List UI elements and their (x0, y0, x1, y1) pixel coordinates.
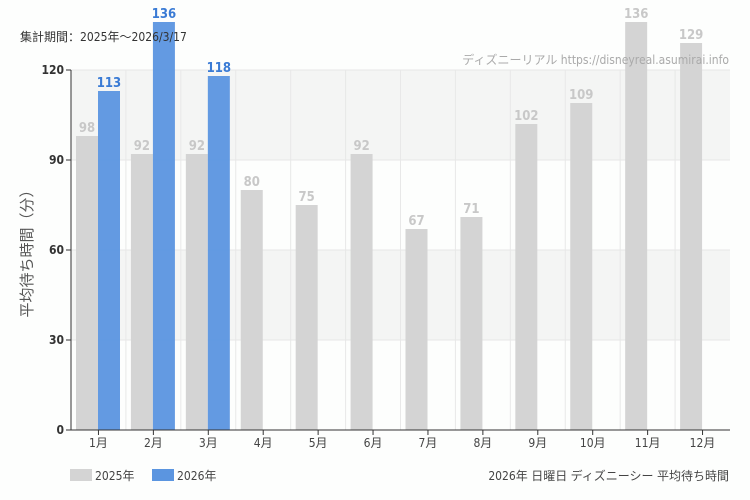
y-tick-label: 120 (41, 63, 64, 77)
data-label: 80 (244, 175, 260, 190)
chart-title: 集計期間：2025年～2026/3/17 (20, 29, 187, 44)
watermark: ディズニーリアル https://disneyreal.asumirai.inf… (462, 52, 729, 67)
data-label: 98 (79, 121, 95, 136)
y-tick-label: 60 (49, 243, 64, 257)
bar-2025年 (130, 154, 153, 430)
legend-swatch (152, 469, 174, 481)
data-label: 118 (207, 61, 231, 76)
x-tick-label: 1月 (89, 436, 108, 450)
data-label: 92 (134, 139, 150, 154)
y-tick-label: 30 (49, 333, 64, 347)
y-tick-label: 90 (49, 153, 64, 167)
data-label: 67 (408, 214, 424, 229)
legend-label: 2025年 (95, 469, 134, 483)
bar-2026年 (207, 76, 230, 430)
bar-2025年 (680, 43, 703, 430)
bar-2025年 (76, 136, 98, 430)
caption: 2026年 日曜日 ディズニーシー 平均待ち時間 (488, 468, 729, 483)
data-label: 75 (299, 190, 315, 205)
x-tick-label: 3月 (199, 436, 218, 450)
legend-swatch (70, 469, 92, 481)
x-tick-label: 12月 (690, 436, 716, 450)
y-axis-label: 平均待ち時間（分） (18, 182, 36, 317)
x-tick-label: 6月 (364, 436, 383, 450)
bar-2025年 (405, 229, 428, 430)
x-tick-label: 4月 (254, 436, 273, 450)
y-tick-label: 0 (56, 423, 64, 437)
bar-2025年 (570, 103, 593, 430)
x-tick-label: 5月 (309, 436, 328, 450)
bar-2025年 (185, 154, 208, 430)
data-label: 109 (569, 88, 593, 103)
data-label: 136 (152, 7, 176, 22)
x-tick-label: 9月 (528, 436, 547, 450)
data-label: 113 (97, 76, 121, 91)
legend-label: 2026年 (177, 469, 216, 483)
data-label: 136 (624, 7, 648, 22)
data-label: 92 (189, 139, 205, 154)
bar-2025年 (350, 154, 373, 430)
x-tick-label: 8月 (473, 436, 492, 450)
bar-2026年 (98, 91, 120, 430)
x-tick-label: 11月 (635, 436, 661, 450)
bar-2025年 (625, 22, 648, 430)
x-tick-label: 2月 (144, 436, 163, 450)
data-label: 102 (514, 109, 538, 124)
bar-2025年 (295, 205, 318, 430)
bar-2025年 (460, 217, 483, 430)
x-tick-label: 7月 (419, 436, 438, 450)
bar-2026年 (152, 22, 175, 430)
data-label: 92 (353, 139, 369, 154)
bar-2025年 (240, 190, 263, 430)
data-label: 71 (463, 202, 479, 217)
data-label: 129 (679, 28, 703, 43)
bar-2025年 (515, 124, 538, 430)
x-tick-label: 10月 (580, 436, 606, 450)
